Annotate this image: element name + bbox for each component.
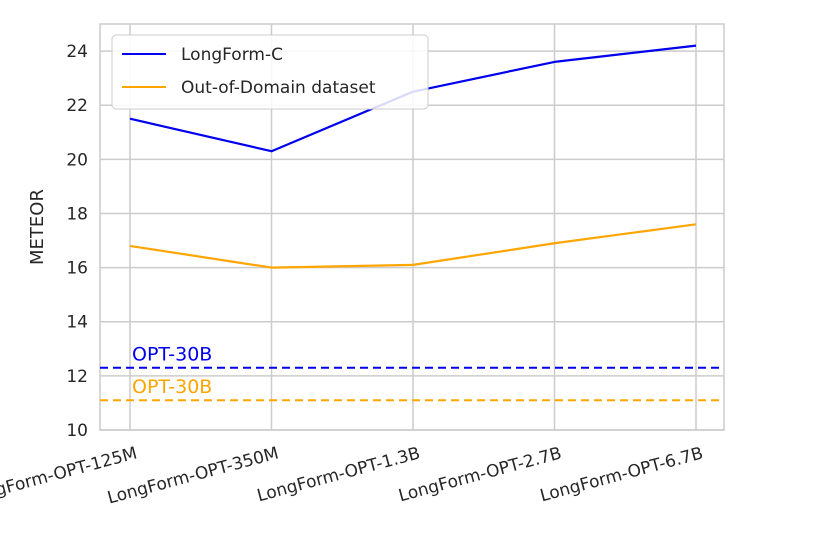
x-tick-label: LongForm-OPT-1.3B <box>255 444 422 507</box>
plot-frame <box>99 23 725 431</box>
x-tick-label: LongForm-OPT-2.7B <box>396 444 563 507</box>
y-axis-ticks: 10 12 14 16 18 20 22 24 <box>66 42 88 441</box>
reference-line-label: OPT-30B <box>132 344 212 366</box>
y-tick-label: 10 <box>66 421 88 441</box>
y-tick-label: 24 <box>66 42 88 62</box>
legend-label-longform-c: LongForm-C <box>181 45 283 65</box>
legend-label-out-of-domain: Out-of-Domain dataset <box>181 78 376 98</box>
y-tick-label: 14 <box>66 313 88 333</box>
reference-lines: OPT-30B OPT-30B <box>100 344 724 402</box>
y-tick-label: 16 <box>66 259 88 279</box>
legend-box <box>111 34 429 110</box>
y-tick-label: 18 <box>66 204 88 224</box>
reference-line-label: OPT-30B <box>132 376 212 398</box>
y-tick-label: 12 <box>66 367 88 387</box>
y-tick-label: 20 <box>66 150 88 170</box>
x-axis-ticks: LongForm-OPT-125MLongForm-OPT-350MLongFo… <box>0 444 705 509</box>
x-tick-label: LongForm-OPT-6.7B <box>538 444 705 507</box>
y-axis-label: METEOR <box>27 189 48 265</box>
y-tick-label: 22 <box>66 96 88 116</box>
legend: LongForm-C Out-of-Domain dataset <box>111 34 429 110</box>
